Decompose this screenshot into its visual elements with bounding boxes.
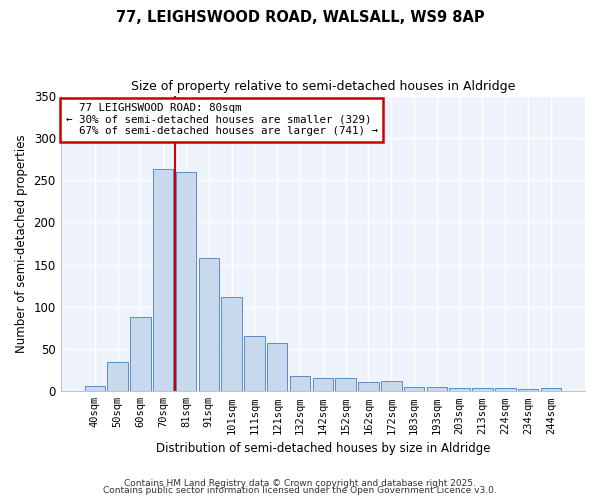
Bar bbox=[107, 362, 128, 392]
Title: Size of property relative to semi-detached houses in Aldridge: Size of property relative to semi-detach… bbox=[131, 80, 515, 93]
Bar bbox=[267, 343, 287, 392]
Bar bbox=[495, 388, 515, 392]
Bar bbox=[221, 296, 242, 392]
Bar bbox=[335, 378, 356, 392]
Bar bbox=[85, 386, 105, 392]
Bar bbox=[244, 336, 265, 392]
Text: Contains HM Land Registry data © Crown copyright and database right 2025.: Contains HM Land Registry data © Crown c… bbox=[124, 478, 476, 488]
Bar bbox=[427, 387, 447, 392]
Bar bbox=[449, 388, 470, 392]
Bar bbox=[358, 382, 379, 392]
Text: Contains public sector information licensed under the Open Government Licence v3: Contains public sector information licen… bbox=[103, 486, 497, 495]
Text: 77, LEIGHSWOOD ROAD, WALSALL, WS9 8AP: 77, LEIGHSWOOD ROAD, WALSALL, WS9 8AP bbox=[116, 10, 484, 25]
Bar bbox=[313, 378, 333, 392]
Bar bbox=[176, 172, 196, 392]
Bar bbox=[199, 258, 219, 392]
Bar bbox=[404, 387, 424, 392]
Y-axis label: Number of semi-detached properties: Number of semi-detached properties bbox=[15, 134, 28, 352]
Bar bbox=[541, 388, 561, 392]
Bar bbox=[518, 389, 538, 392]
Bar bbox=[153, 169, 173, 392]
Text: 77 LEIGHSWOOD ROAD: 80sqm
← 30% of semi-detached houses are smaller (329)
  67% : 77 LEIGHSWOOD ROAD: 80sqm ← 30% of semi-… bbox=[66, 103, 378, 136]
Bar bbox=[472, 388, 493, 392]
Bar bbox=[381, 381, 401, 392]
X-axis label: Distribution of semi-detached houses by size in Aldridge: Distribution of semi-detached houses by … bbox=[155, 442, 490, 455]
Bar bbox=[290, 376, 310, 392]
Bar bbox=[130, 317, 151, 392]
